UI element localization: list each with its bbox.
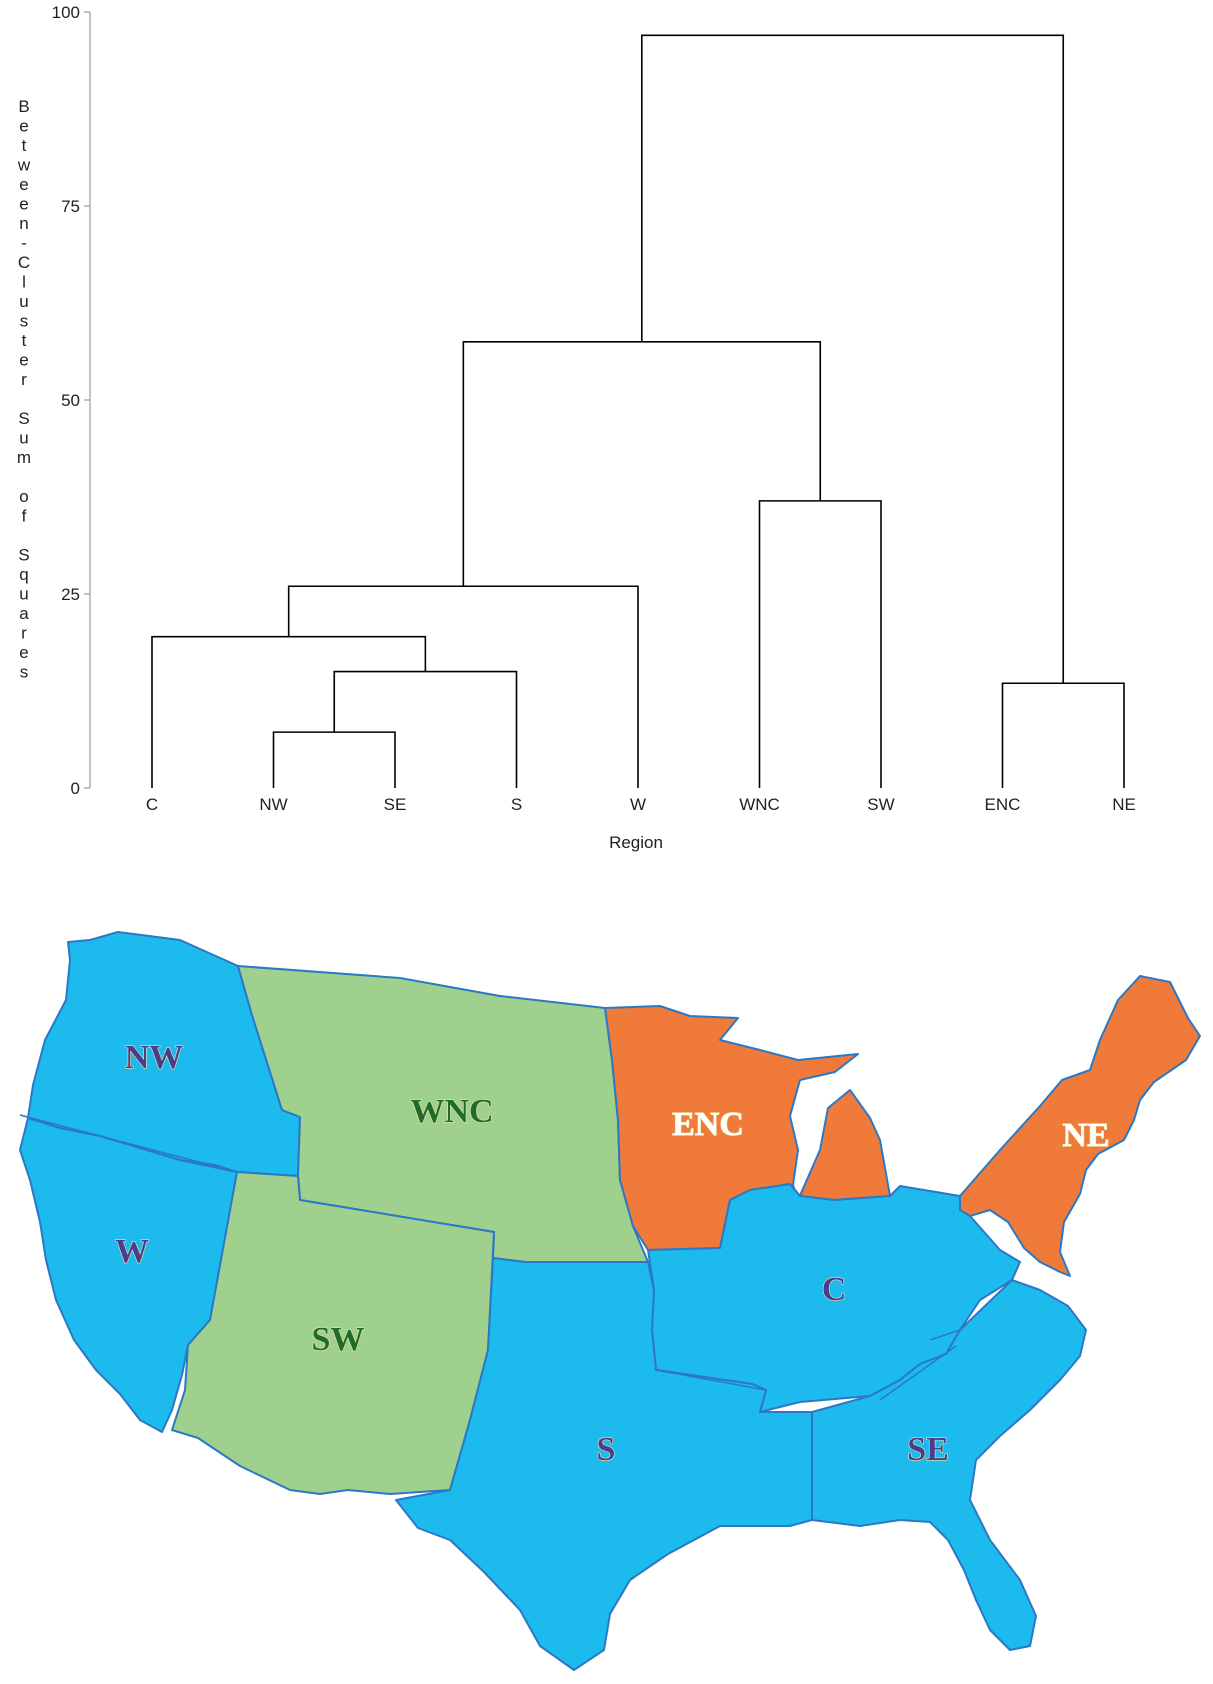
map-label-enc: ENC bbox=[672, 1106, 744, 1143]
map-label-ne: NE bbox=[1062, 1117, 1109, 1154]
leaf-labels: C NW SE S W WNC SW ENC NE bbox=[146, 795, 1136, 814]
y-tick-label: 75 bbox=[61, 197, 80, 216]
y-tick-label: 25 bbox=[61, 585, 80, 604]
merge-link bbox=[333, 670, 518, 788]
map-labels: NW W WNC SW ENC NE C S SE bbox=[114, 1038, 1110, 1468]
map-label-se: SE bbox=[907, 1431, 949, 1468]
map-label-wnc: WNC bbox=[410, 1093, 493, 1130]
leaf-label: W bbox=[630, 795, 646, 814]
merge-link bbox=[462, 341, 822, 587]
region-ne bbox=[959, 975, 1201, 1277]
map-label-s: S bbox=[597, 1431, 616, 1468]
region-nw bbox=[27, 931, 301, 1177]
y-tick-label: 100 bbox=[52, 3, 80, 22]
merge-link bbox=[151, 635, 427, 788]
merge-link bbox=[758, 500, 882, 788]
merge-link bbox=[287, 585, 639, 788]
leaf-label: S bbox=[511, 795, 522, 814]
region-sw bbox=[171, 1171, 495, 1495]
merge-link bbox=[640, 34, 1065, 684]
region-w bbox=[19, 1117, 238, 1433]
map-label-w: W bbox=[115, 1233, 149, 1270]
map-label-nw: NW bbox=[125, 1039, 184, 1076]
merge-link bbox=[272, 731, 396, 788]
leaf-label: SW bbox=[867, 795, 894, 814]
leaf-label: NE bbox=[1112, 795, 1136, 814]
us-region-map bbox=[19, 931, 1201, 1671]
map-label-sw: SW bbox=[312, 1321, 365, 1358]
x-axis-label: Region bbox=[609, 833, 663, 852]
y-ticks: 0 25 50 75 100 bbox=[52, 3, 90, 798]
leaf-label: NW bbox=[259, 795, 287, 814]
y-tick-label: 0 bbox=[71, 779, 80, 798]
state-borders bbox=[19, 1114, 961, 1520]
leaf-label: WNC bbox=[739, 795, 780, 814]
leaf-label: SE bbox=[384, 795, 407, 814]
y-tick-label: 50 bbox=[61, 391, 80, 410]
region-s bbox=[395, 1257, 813, 1671]
dendrogram-links bbox=[151, 34, 1125, 788]
map-label-c: C bbox=[822, 1271, 847, 1308]
merge-link bbox=[1001, 682, 1125, 788]
leaf-label: C bbox=[146, 795, 158, 814]
leaf-label: ENC bbox=[985, 795, 1021, 814]
